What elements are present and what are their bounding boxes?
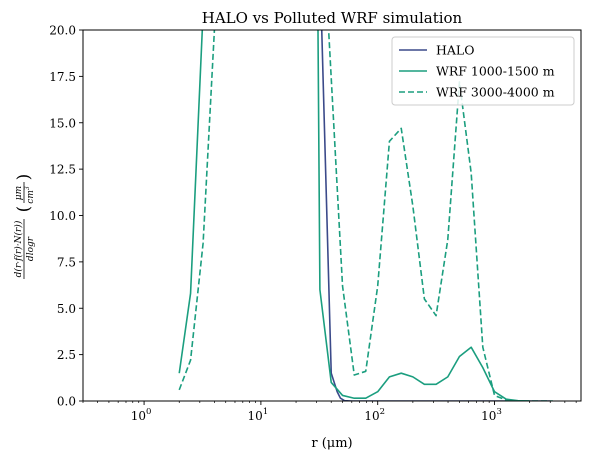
series-line-2 (178, 30, 553, 401)
y-label-denominator: dlogr (26, 236, 36, 261)
y-label-numerator: d(r·f(r)·N(r)) (13, 220, 24, 277)
y-axis-label: d(r·f(r)·N(r)) dlogr ( μm cm3 ) (13, 174, 36, 279)
y-tick-label-5: 12.5 (49, 163, 76, 177)
y-tick-label-0: 0.0 (57, 395, 76, 409)
y-label-unit-den-base: cm (26, 190, 36, 204)
x-tick-label-3: 103 (481, 407, 502, 423)
y-tick-label-6: 15.0 (49, 116, 76, 130)
legend-label-1: WRF 1000-1500 m (436, 64, 555, 79)
y-label-open-paren: ( (14, 206, 34, 213)
legend: HALO WRF 1000-1500 m WRF 3000-4000 m (391, 36, 575, 106)
y-axis: 0.0 2.5 5.0 7.5 10.0 12.5 15.0 17.5 20.0 (49, 24, 83, 409)
y-tick-label-7: 17.5 (49, 70, 76, 84)
y-label-unit-den-sup: 3 (24, 186, 31, 190)
legend-label-2: WRF 3000-4000 m (436, 85, 555, 100)
x-tick-label-0: 100 (131, 407, 152, 423)
y-tick-label-3: 7.5 (57, 255, 76, 269)
y-tick-label-8: 20.0 (49, 24, 76, 38)
chart-title: HALO vs Polluted WRF simulation (202, 9, 463, 27)
x-axis-label: r (μm) (311, 436, 352, 451)
y-tick-label-1: 2.5 (57, 348, 76, 362)
y-label-unit-numerator: μm (14, 186, 24, 200)
y-tick-label-4: 10.0 (49, 209, 76, 223)
legend-box (391, 36, 575, 106)
x-tick-label-2: 102 (364, 407, 385, 423)
x-tick-label-1: 101 (248, 407, 269, 423)
series-line-1 (178, 30, 530, 401)
y-tick-label-2: 5.0 (57, 302, 76, 316)
legend-label-0: HALO (436, 43, 474, 58)
y-label-unit-denominator: cm3 (24, 186, 36, 204)
x-axis: 100 101 102 103 (82, 401, 577, 423)
y-label-close-paren: ) (14, 174, 34, 181)
